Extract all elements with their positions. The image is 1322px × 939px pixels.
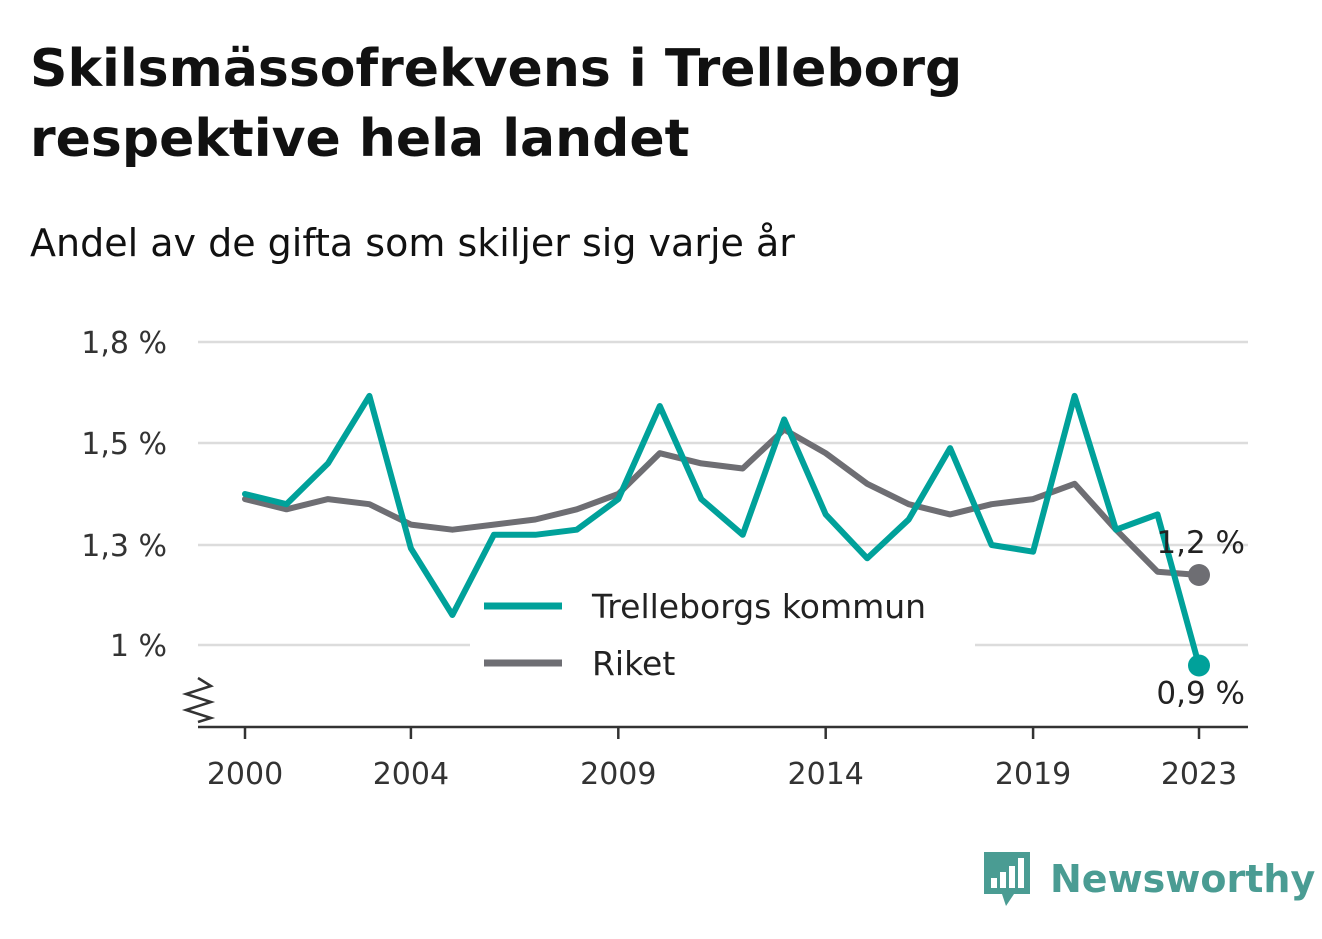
y-tick-label: 1 % (110, 629, 167, 664)
line-chart: 1 %1,3 %1,5 %1,8 % 2000 2004 2009 2014 2019 2… (81, 326, 1248, 792)
chart-subtitle: Andel av de gifta som skiljer sig varje … (30, 221, 795, 265)
brand-name: Newsworthy (1050, 857, 1316, 901)
series-line (242, 426, 1202, 578)
series-end-label: 1,2 % (1156, 525, 1245, 561)
newsworthy-logo-icon (984, 852, 1030, 906)
brand: Newsworthy (980, 848, 1315, 910)
end-labels: 1,2 % 0,9 % (1156, 525, 1245, 712)
x-tick-label: 2014 (788, 757, 864, 792)
series-end-point (1188, 654, 1210, 677)
x-axis (181, 676, 1248, 729)
y-tick-label: 1,5 % (81, 427, 167, 462)
y-tick-label: 1,3 % (81, 529, 167, 564)
legend: Trelleborgs kommun Riket (470, 578, 975, 690)
series-end-label: 0,9 % (1156, 676, 1245, 712)
legend-label: Trelleborgs kommun (591, 587, 926, 626)
legend-background (470, 578, 975, 690)
x-axis-labels: 2000 2004 2009 2014 2019 2023 (207, 727, 1237, 792)
gridlines (198, 340, 1248, 647)
series-end-point (1188, 564, 1210, 586)
axis-break-icon (181, 676, 216, 724)
series (242, 392, 1210, 677)
x-tick-label: 2004 (373, 757, 449, 792)
y-tick-label: 1,8 % (81, 326, 167, 361)
x-tick-label: 2009 (580, 757, 656, 792)
series-line (242, 392, 1202, 669)
legend-label: Riket (592, 644, 675, 683)
x-tick-label: 2019 (995, 757, 1071, 792)
y-axis-labels: 1 % 1,3 % 1,5 % 1,8 % (81, 326, 167, 664)
x-tick-label: 2023 (1161, 757, 1237, 792)
page-title: Skilsmässofrekvens i Trelleborg respekti… (30, 39, 963, 169)
x-tick-label: 2000 (207, 757, 283, 792)
